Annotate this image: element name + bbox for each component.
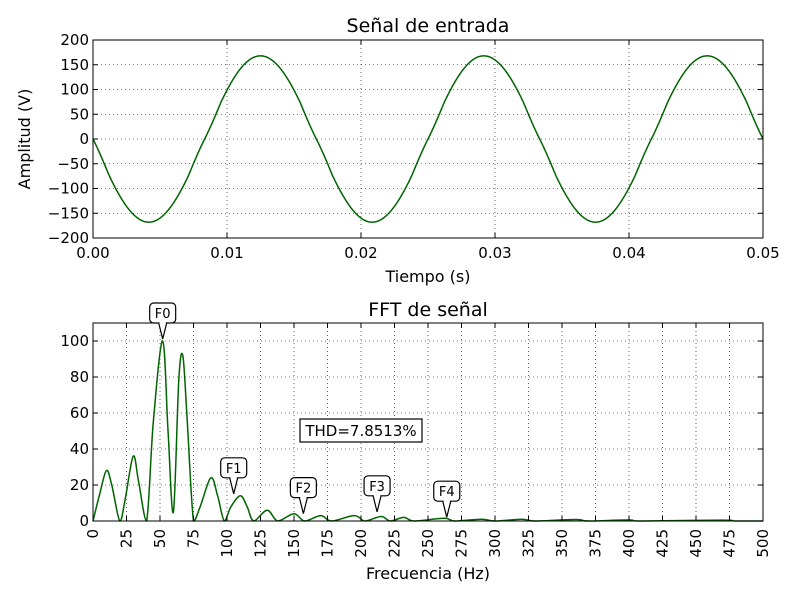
annotation-pointer <box>442 501 452 518</box>
fft-x-label: Frecuencia (Hz) <box>366 564 490 583</box>
x-tick-label: 0.00 <box>76 244 109 262</box>
x-tick-label: 375 <box>587 529 605 558</box>
y-tick-label: 200 <box>60 31 89 49</box>
thd-box: THD=7.8513% <box>299 418 423 443</box>
fft-chart: FFT de señal 0 25 50 75 100 125 150 175 200 225 25… <box>60 299 772 583</box>
annotation-pointer <box>298 497 308 514</box>
x-tick-label: 475 <box>721 529 739 558</box>
x-tick-label: 450 <box>687 529 705 558</box>
y-tick-label: 80 <box>70 368 89 386</box>
x-tick-label: 50 <box>151 529 169 548</box>
x-tick-label: 350 <box>553 529 571 558</box>
input-signal-title: Señal de entrada <box>347 15 510 37</box>
x-tick-label: 300 <box>486 529 504 558</box>
fft-annotation: F3 <box>363 475 391 512</box>
y-tick-label: 50 <box>70 105 89 123</box>
y-tick-label: 150 <box>60 56 89 74</box>
input-signal-y-ticks: −200 −150 −100 −50 0 50 100 150 200 <box>48 31 763 247</box>
annotation-label: F2 <box>296 482 312 497</box>
input-signal-x-ticks: 0.00 0.01 0.02 0.03 0.04 0.05 <box>76 40 780 262</box>
fft-x-ticks: 0 25 50 75 100 125 150 175 200 225 250 275 300 325 350… <box>84 323 772 558</box>
x-tick-label: 0.01 <box>210 244 243 262</box>
fft-line <box>92 340 763 522</box>
x-tick-label: 400 <box>620 529 638 558</box>
x-tick-label: 425 <box>654 529 672 558</box>
annotation-label: F3 <box>369 480 385 495</box>
x-tick-label: 25 <box>118 529 136 548</box>
fft-title: FFT de señal <box>368 299 488 321</box>
y-tick-label: −150 <box>48 204 89 222</box>
x-tick-label: 125 <box>252 529 270 558</box>
y-tick-label: −200 <box>48 229 89 247</box>
annotation-pointer <box>158 322 168 340</box>
annotation-pointer-mask <box>159 321 166 324</box>
x-tick-label: 150 <box>285 529 303 558</box>
input-signal-line <box>92 55 764 223</box>
input-signal-y-label: Amplitud (V) <box>15 89 34 190</box>
annotation-label: F1 <box>226 462 242 477</box>
y-tick-label: 40 <box>70 440 89 458</box>
fft-annotation: F1 <box>220 457 248 494</box>
y-tick-label: 100 <box>60 332 89 350</box>
x-tick-label: 250 <box>419 529 437 558</box>
y-tick-label: 60 <box>70 404 89 422</box>
y-tick-label: −50 <box>57 155 89 173</box>
fft-grid <box>92 323 764 522</box>
annotation-pointer <box>372 495 382 512</box>
x-tick-label: 0.02 <box>344 244 377 262</box>
x-tick-label: 0.03 <box>478 244 511 262</box>
x-tick-label: 225 <box>386 529 404 558</box>
annotation-pointer <box>229 477 239 494</box>
fft-annotations: F0 F1 F2 F3 F4 <box>149 302 461 518</box>
annotation-label: F0 <box>155 307 171 322</box>
thd-label: THD=7.8513% <box>304 422 416 440</box>
x-tick-label: 0 <box>84 529 102 539</box>
y-tick-label: 0 <box>79 130 89 148</box>
x-tick-label: 0.05 <box>746 244 779 262</box>
y-tick-label: 100 <box>60 81 89 99</box>
x-tick-label: 500 <box>754 529 772 558</box>
x-tick-label: 325 <box>520 529 538 558</box>
thd-box-frame <box>299 418 423 443</box>
y-tick-label: 0 <box>79 512 89 530</box>
y-tick-label: 20 <box>70 476 89 494</box>
x-tick-label: 175 <box>319 529 337 558</box>
fft-annotation: F4 <box>433 480 461 518</box>
fft-annotation: F2 <box>289 477 317 514</box>
fft-y-ticks: 0 20 40 60 80 100 <box>60 332 763 530</box>
x-tick-label: 0.04 <box>612 244 645 262</box>
input-signal-x-label: Tiempo (s) <box>384 267 470 286</box>
annotation-label: F4 <box>439 485 455 500</box>
x-tick-label: 100 <box>218 529 236 558</box>
annotation-pointer-mask <box>374 493 381 497</box>
fft-annotation: F0 <box>149 302 177 340</box>
annotation-pointer-mask <box>443 499 450 503</box>
y-tick-label: −100 <box>48 180 89 198</box>
x-tick-label: 275 <box>453 529 471 558</box>
x-tick-label: 200 <box>352 529 370 558</box>
x-tick-label: 75 <box>185 529 203 548</box>
input-signal-chart: Señal de entrada 0.00 0.01 0.02 0.03 0.04 0.0… <box>15 15 780 286</box>
annotation-pointer-mask <box>230 475 237 479</box>
annotation-pointer-mask <box>300 495 307 499</box>
